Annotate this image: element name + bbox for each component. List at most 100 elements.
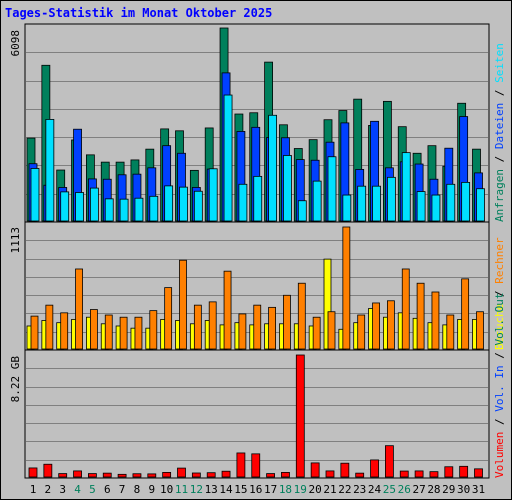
bar-rechner-29 bbox=[446, 314, 455, 350]
bar-volumen-11 bbox=[177, 467, 186, 478]
bar-seiten-6 bbox=[104, 198, 114, 222]
bar-seiten-28 bbox=[431, 194, 441, 222]
volume-ymax-label: 8.22 GB bbox=[9, 356, 22, 403]
x-tick-19: 19 bbox=[294, 483, 307, 496]
bar-rechner-30 bbox=[461, 278, 470, 350]
legend-sep-4: / bbox=[493, 412, 506, 432]
bar-seiten-7 bbox=[119, 198, 129, 222]
legend-volout: Vol. Out bbox=[493, 293, 506, 346]
x-tick-15: 15 bbox=[234, 483, 247, 496]
bar-volumen-19 bbox=[295, 354, 305, 478]
x-tick-labels: 1 2 3 4 5 6 7 8 9 10 11 12 13 14 15 16 17 18 19 20 21 22 23 24 2… bbox=[30, 483, 485, 496]
bar-volumen-20 bbox=[310, 462, 320, 478]
legend-seiten: Seiten bbox=[493, 43, 506, 83]
bar-volumen-16 bbox=[251, 453, 261, 478]
legend-volin: Vol. In bbox=[493, 365, 506, 411]
bar-rechner-27 bbox=[416, 282, 425, 350]
legend-volumen: Volumen bbox=[493, 432, 506, 478]
visits-ymax-label: 1113 bbox=[9, 227, 22, 254]
bar-volumen-8 bbox=[132, 473, 142, 478]
bar-rechner-3 bbox=[60, 312, 69, 350]
bar-rechner-26 bbox=[401, 268, 410, 350]
x-tick-22: 22 bbox=[338, 483, 351, 496]
bar-volumen-4 bbox=[73, 470, 82, 478]
x-tick-4: 4 bbox=[74, 483, 81, 496]
bar-rechner-20 bbox=[312, 316, 321, 350]
x-tick-13: 13 bbox=[205, 483, 218, 496]
legend-anfragen: Anfragen bbox=[493, 169, 506, 222]
x-tick-28: 28 bbox=[427, 483, 440, 496]
bar-seiten-19 bbox=[297, 200, 307, 222]
bar-rechner-15 bbox=[238, 313, 247, 350]
x-tick-27: 27 bbox=[412, 483, 425, 496]
x-tick-14: 14 bbox=[219, 483, 233, 496]
legend-sep-3: / bbox=[493, 284, 506, 304]
x-tick-11: 11 bbox=[175, 483, 188, 496]
bar-seiten-16 bbox=[253, 175, 263, 222]
bar-seiten-18 bbox=[283, 155, 292, 222]
legend-besuche: Besuche bbox=[493, 304, 506, 350]
hits-ymax-label: 6098 bbox=[9, 30, 22, 57]
x-tick-5: 5 bbox=[89, 483, 96, 496]
bar-rechner-23 bbox=[357, 314, 366, 350]
x-tick-16: 16 bbox=[249, 483, 262, 496]
bar-volumen-15 bbox=[236, 452, 246, 478]
bar-rechner-10 bbox=[164, 287, 173, 350]
x-tick-8: 8 bbox=[134, 483, 141, 496]
x-tick-24: 24 bbox=[368, 483, 382, 496]
bar-seiten-31 bbox=[476, 188, 485, 222]
bar-seiten-15 bbox=[238, 183, 248, 222]
bar-volumen-13 bbox=[206, 472, 216, 478]
bar-rechner-16 bbox=[253, 304, 262, 350]
bar-rechner-21 bbox=[327, 311, 336, 350]
bar-marks bbox=[26, 27, 485, 478]
bar-rechner-9 bbox=[149, 310, 158, 350]
bar-volumen-24 bbox=[370, 459, 379, 478]
bar-rechner-5 bbox=[90, 309, 98, 350]
bar-volumen-7 bbox=[117, 473, 127, 478]
bar-volumen-3 bbox=[58, 473, 68, 478]
bar-volumen-14 bbox=[221, 470, 231, 478]
bar-rechner-4 bbox=[75, 268, 83, 350]
bar-volumen-18 bbox=[281, 471, 290, 478]
bar-rechner-8 bbox=[134, 316, 143, 350]
x-tick-31: 31 bbox=[472, 483, 485, 496]
bar-volumen-2 bbox=[43, 463, 53, 478]
bar-rechner-1 bbox=[30, 315, 39, 350]
bar-seiten-9 bbox=[149, 195, 159, 222]
bar-seiten-25 bbox=[386, 176, 396, 222]
x-tick-1: 1 bbox=[30, 483, 37, 496]
bar-besuche-21 bbox=[323, 258, 332, 350]
bar-volumen-22 bbox=[340, 462, 350, 478]
bar-volumen-28 bbox=[429, 471, 439, 478]
bar-rechner-7 bbox=[119, 316, 128, 350]
bar-seiten-8 bbox=[134, 197, 144, 222]
bar-seiten-17 bbox=[268, 114, 278, 222]
legend-sep-1: / bbox=[493, 149, 506, 169]
bar-seiten-27 bbox=[416, 191, 426, 222]
bar-volumen-17 bbox=[266, 473, 276, 478]
bar-seiten-1 bbox=[30, 168, 40, 222]
bar-seiten-2 bbox=[45, 119, 55, 222]
bar-rechner-18 bbox=[283, 294, 291, 350]
bar-seiten-5 bbox=[90, 187, 99, 222]
legend-bottom: Volumen / Vol. In / Vol. Out bbox=[493, 293, 506, 478]
bar-rechner-31 bbox=[476, 311, 484, 350]
bar-seiten-22 bbox=[342, 194, 352, 222]
bar-rechner-28 bbox=[431, 291, 440, 350]
x-tick-17: 17 bbox=[264, 483, 277, 496]
x-tick-26: 26 bbox=[398, 483, 411, 496]
bar-seiten-12 bbox=[193, 190, 203, 222]
x-tick-3: 3 bbox=[59, 483, 66, 496]
bar-seiten-30 bbox=[461, 181, 471, 222]
bar-volumen-9 bbox=[147, 473, 157, 478]
legend-dateien: Dateien bbox=[493, 103, 506, 149]
bar-rechner-25 bbox=[386, 300, 395, 350]
x-tick-18: 18 bbox=[279, 483, 292, 496]
bar-rechner-11 bbox=[179, 259, 187, 350]
bar-rechner-12 bbox=[193, 304, 202, 350]
legend-sep-2: / bbox=[493, 83, 506, 103]
x-tick-12: 12 bbox=[190, 483, 203, 496]
bar-rechner-17 bbox=[268, 306, 277, 350]
